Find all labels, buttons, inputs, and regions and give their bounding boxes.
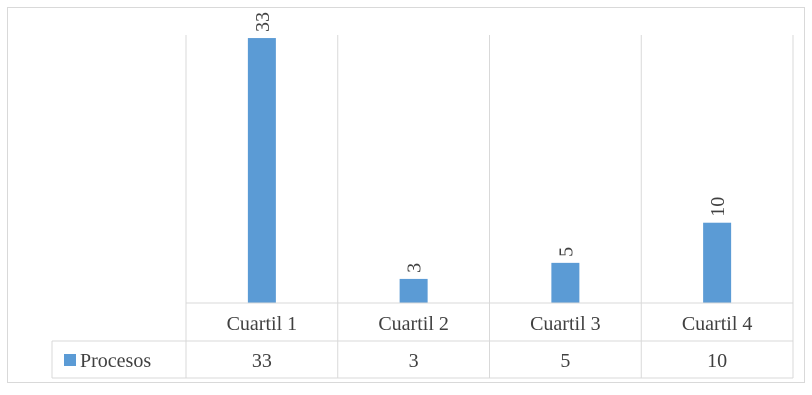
data-label: 10 — [707, 197, 729, 217]
bar — [247, 38, 276, 304]
table-value: 10 — [707, 350, 727, 372]
table-value: 5 — [560, 350, 570, 372]
bar — [399, 278, 428, 303]
series-name: Procesos — [80, 350, 151, 372]
category-label: Cuartil 2 — [378, 313, 449, 335]
bar — [551, 262, 580, 303]
data-label: 33 — [252, 12, 274, 32]
legend-key — [64, 354, 76, 366]
chart-frame — [7, 7, 805, 383]
category-label: Cuartil 1 — [227, 313, 298, 335]
table-value: 33 — [252, 350, 272, 372]
bar-series — [247, 38, 732, 304]
category-gridlines — [185, 35, 794, 303]
category-label: Cuartil 3 — [530, 313, 601, 335]
data-table: Cuartil 1 Cuartil 2 Cuartil 3 Cuartil 4 Proc… — [51, 302, 794, 379]
data-label: 3 — [404, 263, 426, 273]
data-label: 5 — [555, 247, 577, 257]
table-value: 3 — [409, 350, 419, 372]
bar — [703, 222, 732, 303]
category-label: Cuartil 4 — [682, 313, 753, 335]
